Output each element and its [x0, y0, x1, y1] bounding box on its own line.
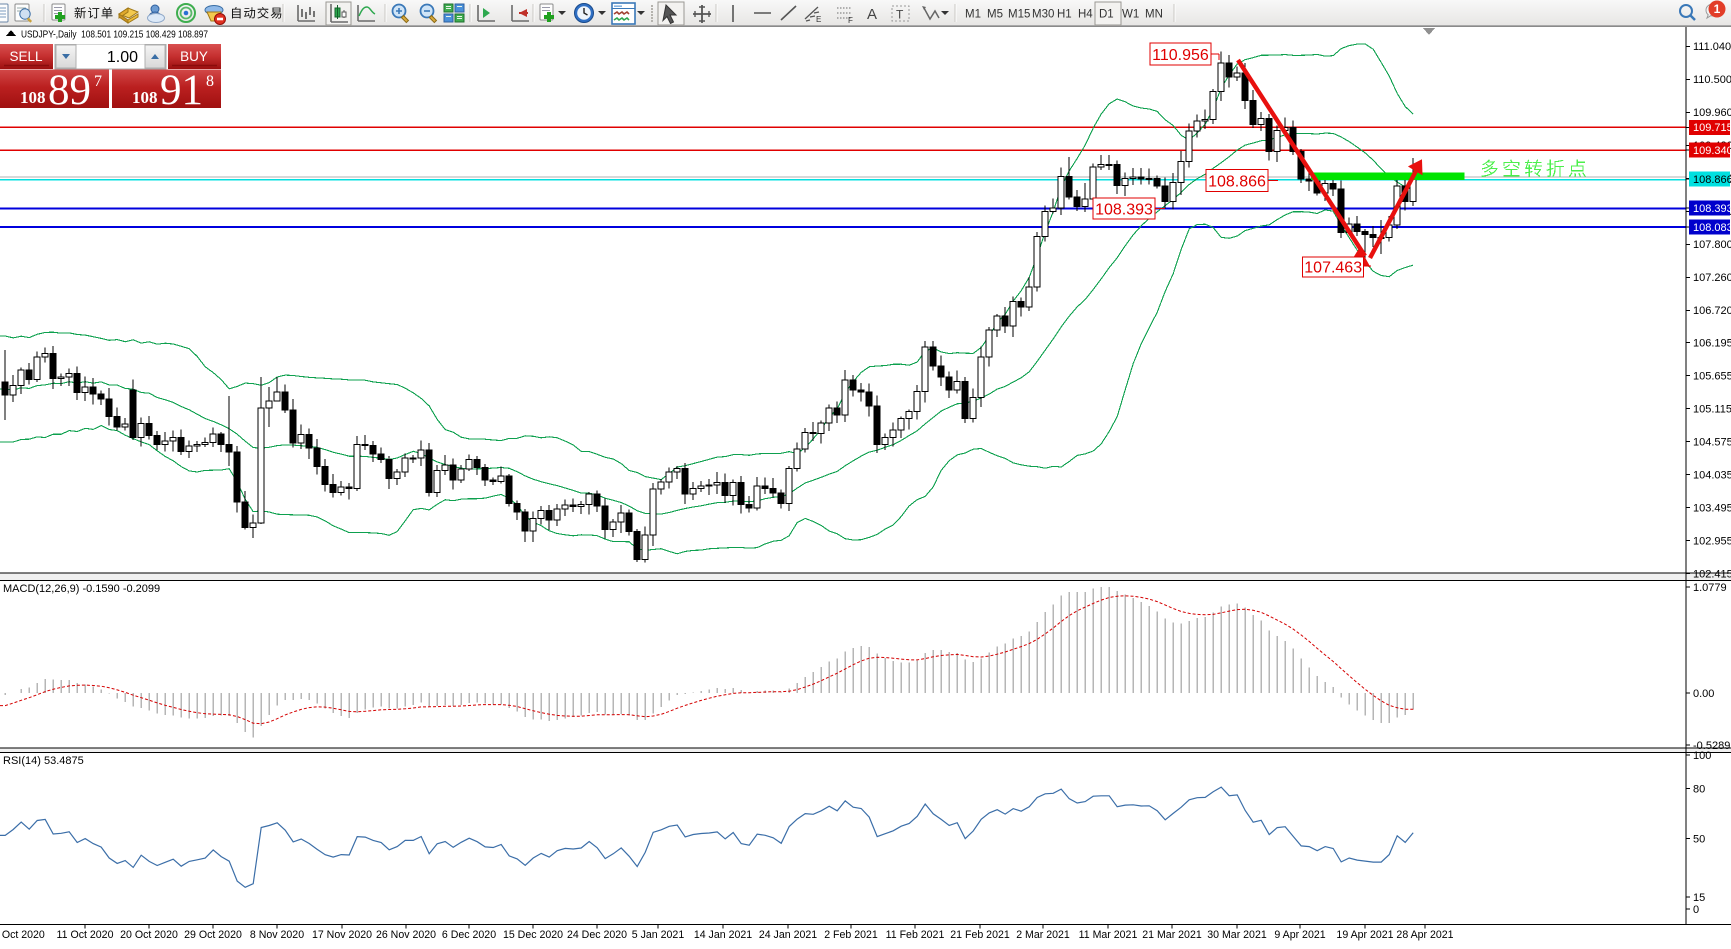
svg-text:W1: W1	[1122, 9, 1139, 21]
svg-text:109.960: 109.960	[1693, 107, 1731, 119]
svg-text:106.720: 106.720	[1693, 305, 1731, 317]
svg-text:5 Jan 2021: 5 Jan 2021	[632, 929, 685, 941]
svg-text:20 Oct 2020: 20 Oct 2020	[120, 929, 178, 941]
svg-text:108.393: 108.393	[1095, 201, 1153, 218]
svg-text:104.575: 104.575	[1693, 436, 1731, 448]
svg-text:108: 108	[132, 88, 158, 107]
svg-text:A: A	[867, 6, 877, 23]
svg-text:1: 1	[1714, 2, 1721, 16]
svg-text:11 Oct 2020: 11 Oct 2020	[57, 929, 114, 941]
svg-text:9 Apr 2021: 9 Apr 2021	[1274, 929, 1325, 941]
svg-text:24 Jan 2021: 24 Jan 2021	[759, 929, 817, 941]
svg-text:MN: MN	[1145, 9, 1163, 21]
svg-text:110.956: 110.956	[1152, 47, 1209, 64]
svg-text:106.195: 106.195	[1693, 337, 1731, 349]
svg-text:RSI(14) 53.4875: RSI(14) 53.4875	[3, 755, 84, 767]
svg-text:8 Nov 2020: 8 Nov 2020	[250, 929, 304, 941]
svg-text:50: 50	[1693, 833, 1705, 845]
svg-text:BUY: BUY	[180, 49, 208, 64]
svg-text:107.260: 107.260	[1693, 272, 1731, 284]
svg-text:MACD(12,26,9) -0.1590 -0.2099: MACD(12,26,9) -0.1590 -0.2099	[3, 583, 160, 595]
svg-text:102.415: 102.415	[1693, 568, 1731, 580]
svg-text:M5: M5	[987, 9, 1003, 21]
svg-text:89: 89	[48, 67, 91, 112]
svg-text:11 Mar 2021: 11 Mar 2021	[1079, 929, 1138, 941]
svg-text:2 Mar 2021: 2 Mar 2021	[1016, 929, 1070, 941]
svg-text:108.866: 108.866	[1208, 173, 1266, 190]
svg-text:110.500: 110.500	[1693, 74, 1731, 86]
svg-text:26 Nov 2020: 26 Nov 2020	[376, 929, 436, 941]
svg-text:M30: M30	[1032, 9, 1054, 21]
svg-text:F: F	[848, 16, 853, 25]
svg-text:111.040: 111.040	[1693, 41, 1731, 53]
svg-text:M1: M1	[965, 9, 981, 21]
svg-text:T: T	[896, 8, 904, 22]
svg-text:21 Feb 2021: 21 Feb 2021	[950, 929, 1010, 941]
svg-text:19 Apr 2021: 19 Apr 2021	[1336, 929, 1393, 941]
svg-text:15 Dec 2020: 15 Dec 2020	[503, 929, 563, 941]
svg-text:108: 108	[20, 88, 46, 107]
svg-text:1.00: 1.00	[107, 49, 138, 66]
svg-text:6 Dec 2020: 6 Dec 2020	[442, 929, 496, 941]
svg-text:M15: M15	[1008, 9, 1030, 21]
svg-text:105.115: 105.115	[1693, 403, 1731, 415]
svg-text:30 Mar 2021: 30 Mar 2021	[1207, 929, 1267, 941]
svg-text:80: 80	[1693, 783, 1705, 795]
svg-text:28 Apr 2021: 28 Apr 2021	[1396, 929, 1453, 941]
svg-text:11 Feb 2021: 11 Feb 2021	[886, 929, 945, 941]
svg-text:H1: H1	[1057, 9, 1072, 21]
svg-text:104.035: 104.035	[1693, 469, 1731, 481]
svg-text:24 Dec 2020: 24 Dec 2020	[567, 929, 627, 941]
svg-text:7: 7	[94, 73, 102, 90]
svg-text:107.800: 107.800	[1693, 239, 1731, 251]
svg-text:8: 8	[206, 73, 214, 90]
svg-text:0: 0	[1693, 904, 1699, 916]
svg-text:108.083: 108.083	[1693, 222, 1731, 234]
svg-text:108.393: 108.393	[1693, 203, 1731, 215]
svg-text:29 Oct 2020: 29 Oct 2020	[184, 929, 242, 941]
svg-text:15: 15	[1693, 892, 1705, 904]
svg-text:107.463: 107.463	[1304, 260, 1362, 277]
svg-text:-0.5289: -0.5289	[1693, 740, 1730, 752]
svg-text:0.00: 0.00	[1693, 688, 1714, 700]
svg-text:1.0779: 1.0779	[1693, 582, 1727, 594]
svg-text:E: E	[816, 15, 821, 24]
svg-text:2 Feb 2021: 2 Feb 2021	[824, 929, 878, 941]
svg-text:21 Mar 2021: 21 Mar 2021	[1142, 929, 1202, 941]
svg-text:100: 100	[1693, 750, 1711, 762]
svg-text:14 Jan 2021: 14 Jan 2021	[694, 929, 752, 941]
svg-text:1 Oct 2020: 1 Oct 2020	[0, 929, 45, 941]
svg-text:108.866: 108.866	[1693, 174, 1731, 186]
svg-text:91: 91	[160, 67, 203, 112]
svg-text:109.340: 109.340	[1693, 145, 1731, 157]
svg-text:109.715: 109.715	[1693, 122, 1731, 134]
svg-text:D1: D1	[1099, 9, 1114, 21]
svg-text:H4: H4	[1078, 9, 1093, 21]
svg-text:17 Nov 2020: 17 Nov 2020	[312, 929, 372, 941]
svg-text:USDJPY-,Daily 108.501 109.215: USDJPY-,Daily 108.501 109.215 108.429 10…	[21, 30, 208, 41]
svg-text:103.495: 103.495	[1693, 502, 1731, 514]
svg-text:102.955: 102.955	[1693, 535, 1731, 547]
svg-text:SELL: SELL	[9, 49, 43, 64]
svg-text:105.655: 105.655	[1693, 370, 1731, 382]
